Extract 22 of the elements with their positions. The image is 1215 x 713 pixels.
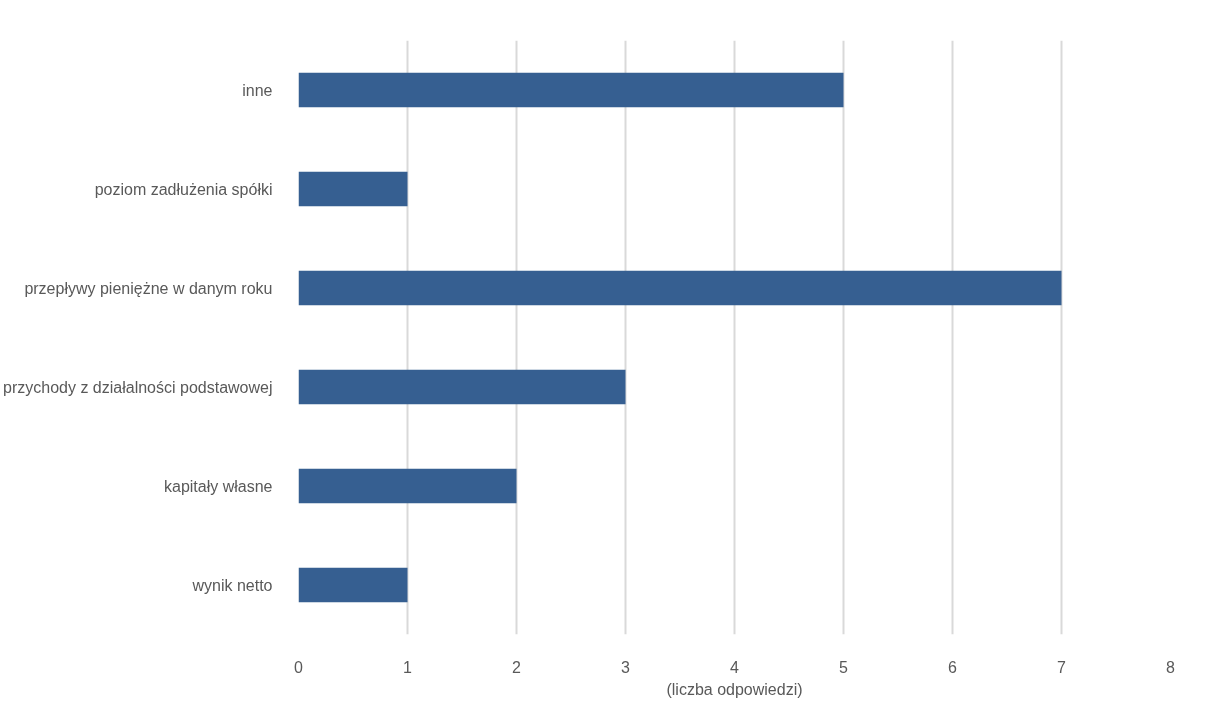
bar (298, 468, 517, 504)
x-tick-label: 2 (512, 658, 522, 676)
y-tick-label: przychody z działalności podstawowej (3, 378, 273, 396)
y-tick-label: poziom zadłużenia spółki (94, 180, 273, 198)
y-tick-label: kapitały własne (164, 477, 273, 495)
bar (298, 270, 1062, 306)
x-tick-label: 5 (839, 658, 849, 676)
x-tick-label: 3 (621, 658, 631, 676)
y-tick-label: inne (242, 81, 273, 99)
bar (298, 369, 626, 405)
y-tick-label: przepływy pieniężne w danym roku (24, 279, 273, 297)
x-tick-label: 1 (403, 658, 413, 676)
bar (298, 171, 408, 207)
bar (298, 567, 408, 603)
x-tick-label: 7 (1057, 658, 1067, 676)
x-tick-label: 6 (948, 658, 958, 676)
bar (298, 72, 844, 108)
x-tick-label: 8 (1166, 658, 1176, 676)
x-tick-label: 4 (730, 658, 740, 676)
x-tick-label: 0 (294, 658, 304, 676)
x-axis-title: (liczba odpowiedzi) (666, 680, 803, 698)
y-tick-label: wynik netto (191, 576, 273, 594)
